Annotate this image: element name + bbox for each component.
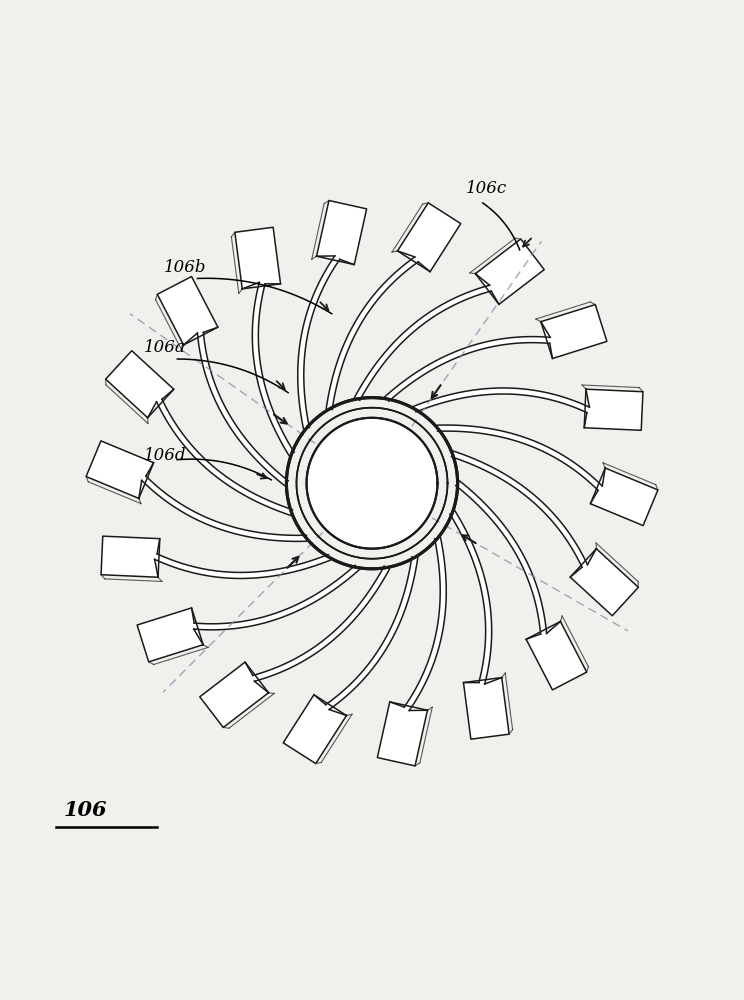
- Polygon shape: [298, 256, 340, 429]
- Polygon shape: [456, 481, 547, 634]
- Polygon shape: [157, 277, 218, 345]
- Polygon shape: [200, 662, 269, 727]
- Polygon shape: [326, 257, 418, 410]
- Circle shape: [307, 418, 437, 549]
- Polygon shape: [137, 608, 203, 662]
- Polygon shape: [570, 549, 638, 616]
- Polygon shape: [397, 203, 461, 272]
- Polygon shape: [235, 227, 280, 289]
- Polygon shape: [452, 451, 588, 567]
- Polygon shape: [591, 468, 658, 526]
- Polygon shape: [86, 441, 153, 498]
- Polygon shape: [141, 476, 307, 541]
- Polygon shape: [584, 389, 643, 430]
- Polygon shape: [326, 557, 418, 710]
- Polygon shape: [541, 305, 607, 359]
- Text: 106a: 106a: [144, 339, 185, 356]
- Text: 106b: 106b: [164, 259, 206, 276]
- Polygon shape: [464, 678, 509, 739]
- Polygon shape: [404, 538, 446, 711]
- Polygon shape: [156, 399, 292, 515]
- Polygon shape: [253, 566, 390, 681]
- Polygon shape: [437, 425, 603, 490]
- Polygon shape: [377, 702, 428, 766]
- Polygon shape: [316, 201, 367, 265]
- Text: 106d: 106d: [144, 447, 186, 464]
- Polygon shape: [526, 621, 587, 690]
- Polygon shape: [450, 511, 492, 684]
- Polygon shape: [283, 695, 347, 764]
- Polygon shape: [354, 285, 491, 400]
- Polygon shape: [475, 239, 544, 304]
- Polygon shape: [193, 565, 359, 630]
- Polygon shape: [197, 332, 288, 486]
- Polygon shape: [414, 388, 589, 413]
- Polygon shape: [106, 351, 174, 418]
- Polygon shape: [155, 554, 330, 578]
- Text: 106c: 106c: [466, 180, 507, 197]
- Polygon shape: [385, 337, 551, 401]
- Polygon shape: [101, 536, 160, 577]
- Text: 106: 106: [63, 800, 106, 820]
- Polygon shape: [252, 282, 294, 456]
